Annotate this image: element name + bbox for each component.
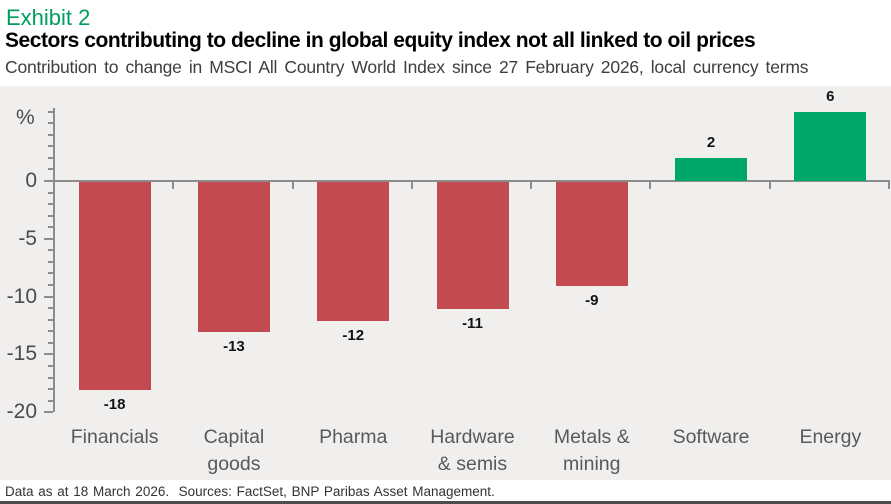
- category-label-metals-mining: Metals & mining: [532, 424, 651, 478]
- category-label-energy: Energy: [771, 424, 890, 451]
- value-label-financials: -18: [103, 396, 126, 414]
- y-minor-tick: [48, 260, 53, 263]
- category-label-line: Financials: [70, 426, 159, 448]
- x-tick: [888, 182, 890, 189]
- y-minor-tick: [48, 364, 53, 367]
- bar-software: [675, 157, 748, 181]
- y-minor-tick: [48, 272, 53, 275]
- y-tick-label: -20: [6, 400, 37, 424]
- chart-subtitle: Contribution to change in MSCI All Count…: [5, 57, 809, 77]
- zero-line: [55, 180, 890, 182]
- x-tick: [530, 182, 533, 189]
- y-major-tick: [44, 411, 53, 414]
- category-label-financials: Financials: [55, 424, 174, 451]
- y-minor-tick: [48, 330, 53, 333]
- category-label-line: mining: [563, 453, 621, 475]
- category-label-line: goods: [207, 453, 261, 475]
- y-minor-tick: [48, 226, 53, 229]
- x-tick: [172, 182, 175, 189]
- y-minor-tick: [48, 122, 53, 125]
- y-minor-tick: [48, 249, 53, 252]
- value-label-software: 2: [706, 133, 716, 151]
- category-label-line: & semis: [437, 453, 508, 475]
- value-label-metals-mining: -9: [585, 292, 599, 310]
- x-tick: [410, 182, 413, 189]
- category-label-line: Metals &: [553, 426, 630, 448]
- y-minor-tick: [48, 341, 53, 344]
- y-minor-tick: [48, 307, 53, 310]
- category-label-line: Pharma: [319, 426, 388, 448]
- chart-title: Sectors contributing to decline in globa…: [5, 29, 756, 52]
- category-label-hardware-semis: Hardware & semis: [413, 424, 532, 478]
- category-label-line: Software: [672, 426, 750, 448]
- y-axis-line: [53, 108, 55, 413]
- y-major-tick: [44, 295, 53, 298]
- category-label-line: Hardware: [430, 426, 515, 448]
- y-minor-tick: [48, 133, 53, 136]
- y-tick-label: -10: [6, 284, 37, 308]
- y-minor-tick: [48, 168, 53, 171]
- y-major-tick: [44, 180, 53, 182]
- y-tick-label: -15: [6, 342, 37, 366]
- bar-pharma: [317, 182, 390, 321]
- value-label-hardware-semis: -11: [462, 315, 483, 333]
- category-label-capital-goods: Capital goods: [174, 424, 293, 478]
- value-label-capital-goods: -13: [223, 338, 245, 356]
- source-note: Data as at 18 March 2026. Sources: FactS…: [5, 484, 495, 499]
- y-tick-label: -5: [18, 226, 37, 250]
- value-label-pharma: -12: [342, 326, 365, 344]
- y-minor-tick: [48, 388, 53, 391]
- bar-energy: [794, 111, 867, 181]
- y-minor-tick: [48, 145, 53, 148]
- y-axis-unit-label: %: [16, 106, 35, 129]
- y-minor-tick: [48, 284, 53, 287]
- bar-hardware-semis: [436, 182, 509, 310]
- category-label-pharma: Pharma: [294, 424, 413, 451]
- y-minor-tick: [48, 191, 53, 194]
- bar-capital-goods: [197, 182, 270, 333]
- y-tick-label: 0: [25, 169, 37, 192]
- y-minor-tick: [48, 214, 53, 217]
- bar-financials: [78, 182, 151, 391]
- x-tick: [768, 182, 771, 189]
- x-tick: [291, 182, 294, 189]
- y-minor-tick: [48, 399, 53, 402]
- y-minor-tick: [48, 203, 53, 206]
- exhibit-label: Exhibit 2: [6, 5, 91, 30]
- y-major-tick: [44, 237, 53, 240]
- y-major-tick: [44, 353, 53, 356]
- category-label-line: Energy: [799, 426, 862, 448]
- y-minor-tick: [48, 110, 53, 113]
- bar-metals-mining: [555, 182, 628, 287]
- y-minor-tick: [48, 156, 53, 159]
- value-label-energy: 6: [826, 87, 835, 105]
- y-minor-tick: [48, 318, 53, 321]
- x-tick: [649, 182, 652, 189]
- category-label-software: Software: [651, 424, 770, 451]
- category-label-line: Capital: [203, 426, 265, 448]
- y-minor-tick: [48, 376, 53, 379]
